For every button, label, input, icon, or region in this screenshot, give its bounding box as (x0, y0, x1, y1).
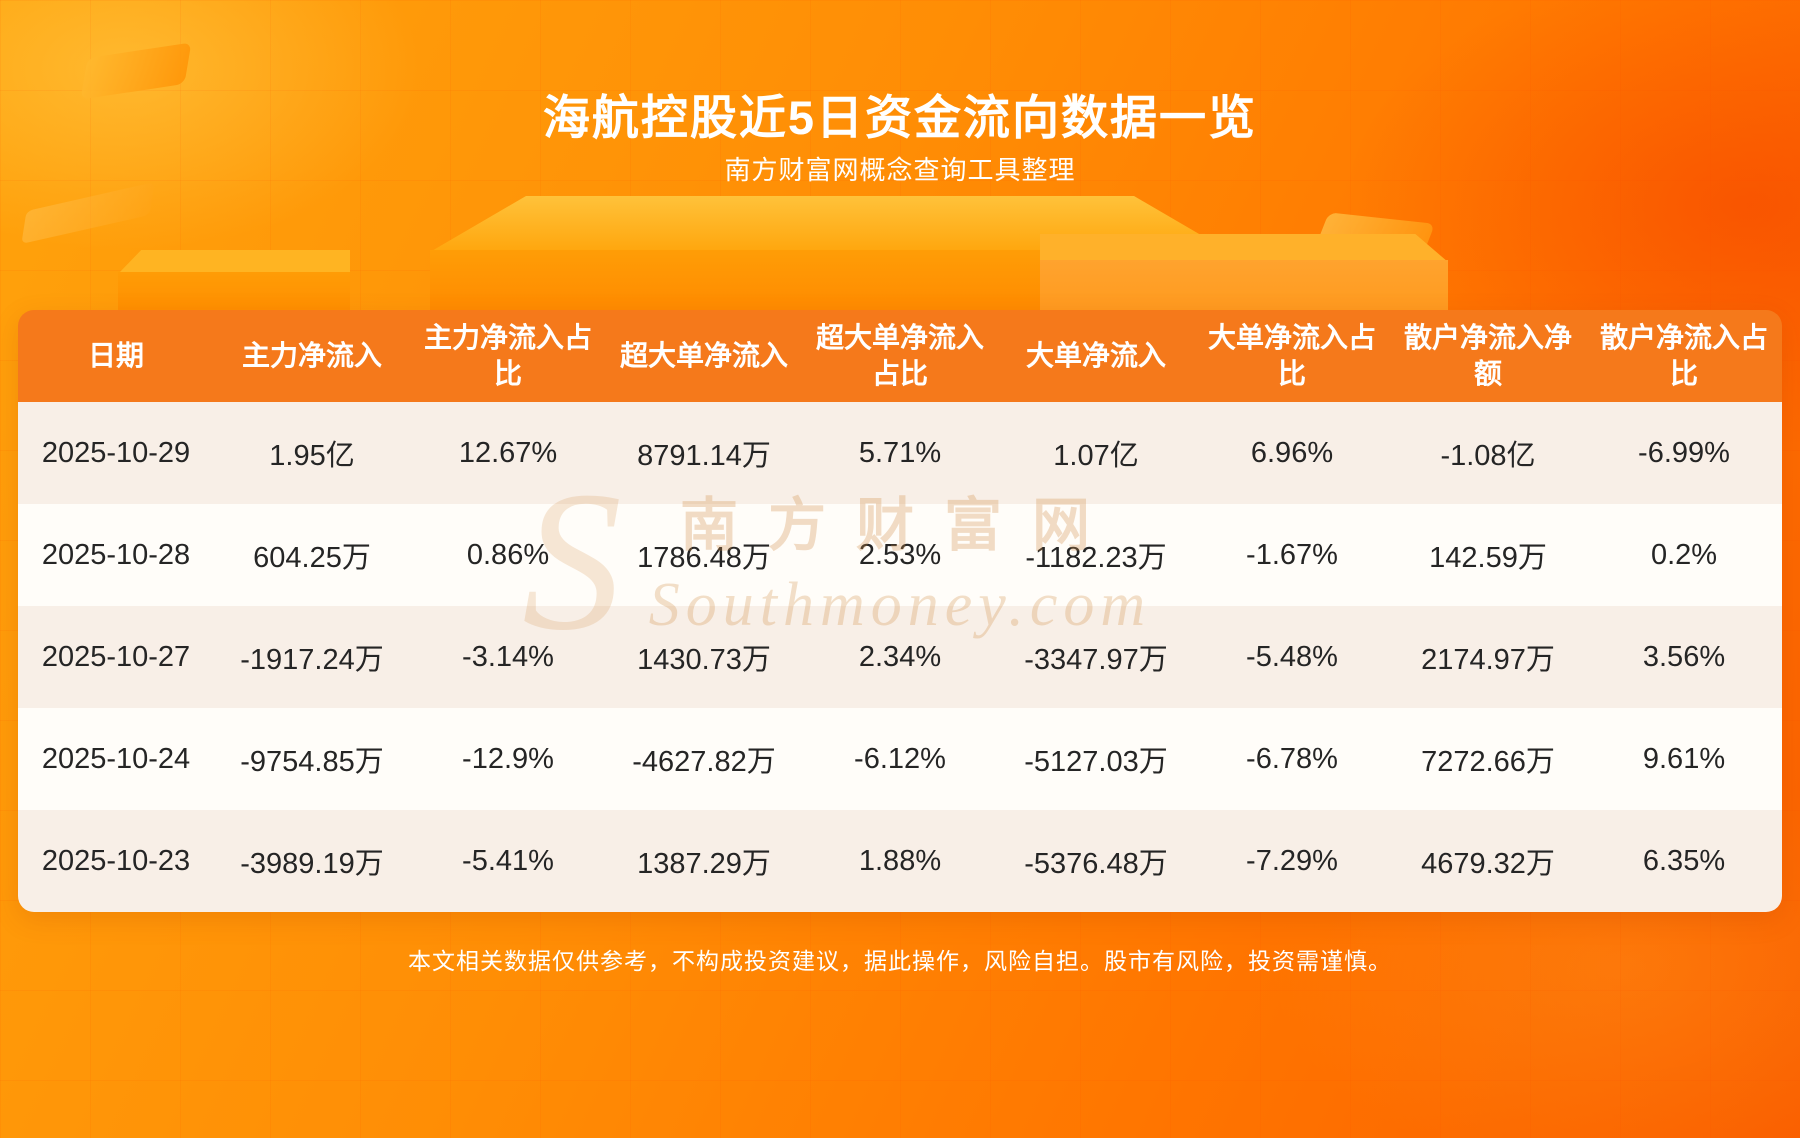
decor-podium-center-top (430, 196, 1230, 252)
cell-value: -6.12% (854, 742, 946, 775)
cell-value: 1.95亿 (269, 440, 355, 472)
page-subtitle: 南方财富网概念查询工具整理 (724, 155, 1076, 185)
decor-streak-left (21, 181, 155, 245)
cell-value: -1.67% (1246, 538, 1338, 571)
cell-value: -3989.19万 (240, 848, 384, 880)
col-header-super-large-net-inflow-ratio: 超大单净流入占比 (802, 310, 998, 402)
cell-value: 6.35% (1642, 844, 1726, 877)
cell-value: -3.14% (462, 640, 554, 673)
col-header-main-net-inflow-ratio: 主力净流入占比 (410, 310, 606, 402)
cell-value: 604.25万 (253, 542, 371, 574)
header-row: 日期 主力净流入 主力净流入占比 超大单净流入 超大单净流入占比 大单净流入 大… (18, 310, 1782, 402)
cell-value: 6.96% (1250, 436, 1334, 469)
col-header-main-net-inflow: 主力净流入 (214, 310, 410, 402)
cell-value: 1387.29万 (637, 848, 771, 880)
cell-value: 8791.14万 (637, 440, 771, 472)
cell-value: -5.48% (1246, 640, 1338, 673)
cell-value: 0.86% (466, 538, 550, 571)
decor-podium-left-front (118, 272, 350, 314)
cell-value: -12.9% (462, 742, 554, 775)
cell-date: 2025-10-28 (41, 538, 191, 571)
cell-value: 5.71% (858, 436, 942, 469)
cell-value: -4627.82万 (632, 746, 776, 778)
cell-value: 1430.73万 (637, 644, 771, 676)
cell-value: -7.29% (1246, 844, 1338, 877)
cell-value: 142.59万 (1429, 542, 1547, 574)
data-table: 日期 主力净流入 主力净流入占比 超大单净流入 超大单净流入占比 大单净流入 大… (18, 310, 1782, 912)
decor-podium-right-front (1040, 260, 1448, 314)
cell-date: 2025-10-24 (41, 742, 191, 775)
table-header: 日期 主力净流入 主力净流入占比 超大单净流入 超大单净流入占比 大单净流入 大… (18, 310, 1782, 402)
col-header-super-large-net-inflow: 超大单净流入 (606, 310, 802, 402)
cell-value: -1917.24万 (240, 644, 384, 676)
cell-value: -3347.97万 (1024, 644, 1168, 676)
cell-value: -5127.03万 (1024, 746, 1168, 778)
cell-value: -6.99% (1638, 436, 1730, 469)
cell-value: 1.88% (858, 844, 942, 877)
capital-flow-table: 日期 主力净流入 主力净流入占比 超大单净流入 超大单净流入占比 大单净流入 大… (18, 310, 1782, 912)
cell-value: 0.2% (1650, 538, 1718, 571)
decor-podium-left-top (118, 250, 350, 274)
col-header-retail-net-inflow: 散户净流入净额 (1390, 310, 1586, 402)
table-row: 2025-10-23 -3989.19万 -5.41% 1387.29万 1.8… (18, 810, 1782, 912)
cell-value: -1182.23万 (1025, 542, 1167, 574)
decor-podium-center-front (430, 250, 1230, 314)
cell-value: 2.34% (858, 640, 942, 673)
table-row: 2025-10-29 1.95亿 12.67% 8791.14万 5.71% 1… (18, 402, 1782, 504)
cell-value: 7272.66万 (1421, 746, 1555, 778)
cell-value: 2.53% (858, 538, 942, 571)
cell-date: 2025-10-23 (41, 844, 191, 877)
table-row: 2025-10-28 604.25万 0.86% 1786.48万 2.53% … (18, 504, 1782, 606)
disclaimer-text: 本文相关数据仅供参考，不构成投资建议，据此操作，风险自担。股市有风险，投资需谨慎… (408, 948, 1392, 974)
col-header-retail-net-inflow-ratio: 散户净流入占比 (1586, 310, 1782, 402)
cell-date: 2025-10-27 (41, 640, 191, 673)
decor-podium-right-top (1040, 234, 1448, 262)
decor-cube-right (1310, 212, 1436, 270)
cell-value: 1.07亿 (1053, 440, 1139, 472)
cell-value: -1.08亿 (1440, 440, 1536, 472)
cell-value: -5.41% (462, 844, 554, 877)
col-header-date: 日期 (18, 310, 214, 402)
col-header-large-net-inflow-ratio: 大单净流入占比 (1194, 310, 1390, 402)
cell-value: -5376.48万 (1024, 848, 1168, 880)
col-header-large-net-inflow: 大单净流入 (998, 310, 1194, 402)
page-title: 海航控股近5日资金流向数据一览 (542, 91, 1258, 145)
table-row: 2025-10-27 -1917.24万 -3.14% 1430.73万 2.3… (18, 606, 1782, 708)
cell-value: -6.78% (1246, 742, 1338, 775)
cell-value: 12.67% (458, 436, 558, 469)
cell-value: 3.56% (1642, 640, 1726, 673)
table-row: 2025-10-24 -9754.85万 -12.9% -4627.82万 -6… (18, 708, 1782, 810)
cell-value: -9754.85万 (240, 746, 384, 778)
cell-value: 1786.48万 (637, 542, 771, 574)
cell-value: 4679.32万 (1421, 848, 1555, 880)
cell-value: 9.61% (1642, 742, 1726, 775)
cell-date: 2025-10-29 (41, 436, 191, 469)
cell-value: 2174.97万 (1421, 644, 1555, 676)
table-body: 2025-10-29 1.95亿 12.67% 8791.14万 5.71% 1… (18, 402, 1782, 912)
